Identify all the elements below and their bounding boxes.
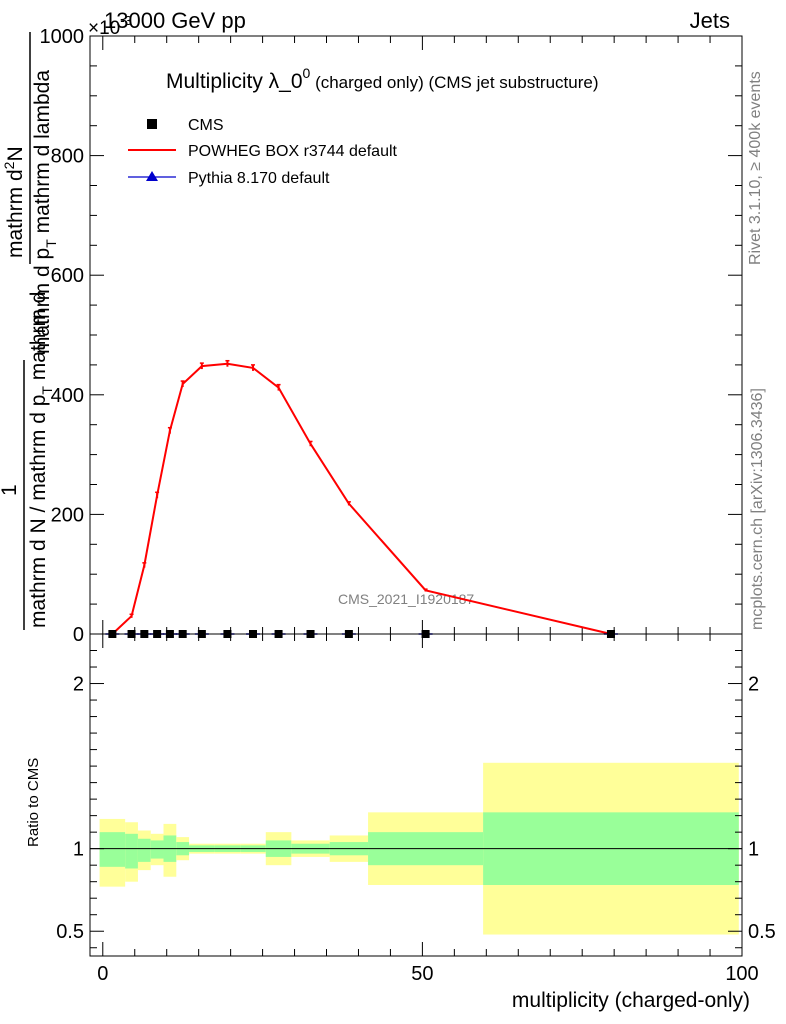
- legend-pythia-label: Pythia 8.170 default: [188, 170, 330, 187]
- legend-cms-marker: [147, 119, 157, 129]
- plot-title: Multiplicity λ_00 (charged only) (CMS je…: [166, 65, 599, 93]
- header-category-label: Jets: [690, 8, 730, 33]
- x-tick-label: 50: [411, 963, 433, 985]
- ratio-y-tick-label-right: 0.5: [748, 921, 776, 943]
- ratio-y-tick-label-right: 2: [748, 674, 759, 696]
- ratio-y-tick-label: 2: [73, 674, 84, 696]
- y-label-prefix-text: mathrm d N / mathrm d pT mathrm d: [27, 292, 55, 628]
- legend: CMS POWHEG BOX r3744 default Pythia 8.17…: [128, 117, 398, 187]
- mcplots-label: mcplots.cern.ch [arXiv:1306.3436]: [749, 388, 766, 630]
- main-y-tick-label: 400: [51, 385, 84, 407]
- y-label-prefix-one: 1: [0, 484, 21, 496]
- y-label-numerator: mathrm d2N: [1, 146, 27, 258]
- ratio-y-label: Ratio to CMS: [25, 758, 42, 847]
- ratio-band-inner: [125, 833, 138, 869]
- main-y-tick-label: 200: [51, 504, 84, 526]
- header-energy-label: 13000 GeV pp: [104, 8, 246, 33]
- x-tick-label: 0: [97, 963, 108, 985]
- analysis-watermark: CMS_2021_I1920187: [338, 591, 474, 607]
- x-tick-label: 100: [725, 963, 758, 985]
- x-tick-labels: 0 50 100: [97, 963, 758, 985]
- main-y-tick-label: 800: [51, 146, 84, 168]
- ratio-band-inner: [137, 838, 151, 862]
- powheg-line: [111, 362, 612, 635]
- rivet-label: Rivet 3.1.10, ≥ 400k events: [747, 71, 764, 265]
- legend-powheg-label: POWHEG BOX r3744 default: [188, 143, 398, 160]
- ratio-y-tick-label: 0.5: [56, 921, 84, 943]
- legend-cms-label: CMS: [188, 117, 224, 134]
- main-y-tick-label: 600: [51, 265, 84, 287]
- x-axis-label: multiplicity (charged-only): [512, 989, 750, 1012]
- main-y-tick-label: 0: [73, 624, 84, 646]
- main-y-tick-label: 1000: [40, 26, 85, 48]
- ratio-band-inner: [150, 840, 164, 859]
- legend-pythia-marker: [146, 171, 158, 181]
- ratio-band-inner: [99, 832, 126, 867]
- main-y-tick-labels: 0 200 400 600 800 1000: [40, 26, 85, 646]
- ratio-axis-ticks: [90, 634, 743, 956]
- y-multiplier: ×10-3: [88, 13, 132, 39]
- ratio-y-tick-label: 1: [73, 839, 84, 861]
- ratio-y-tick-label-right: 1: [748, 839, 759, 861]
- y-label-denominator: mathrm d pT mathrm d lambda: [31, 70, 59, 354]
- ratio-y-tick-labels: 0.5 0.5 1 1 2 2: [56, 674, 776, 944]
- ratio-panel-frame: [89, 633, 743, 957]
- main-y-label: mathrm d2N mathrm d pT mathrm d lambda 1…: [0, 32, 59, 630]
